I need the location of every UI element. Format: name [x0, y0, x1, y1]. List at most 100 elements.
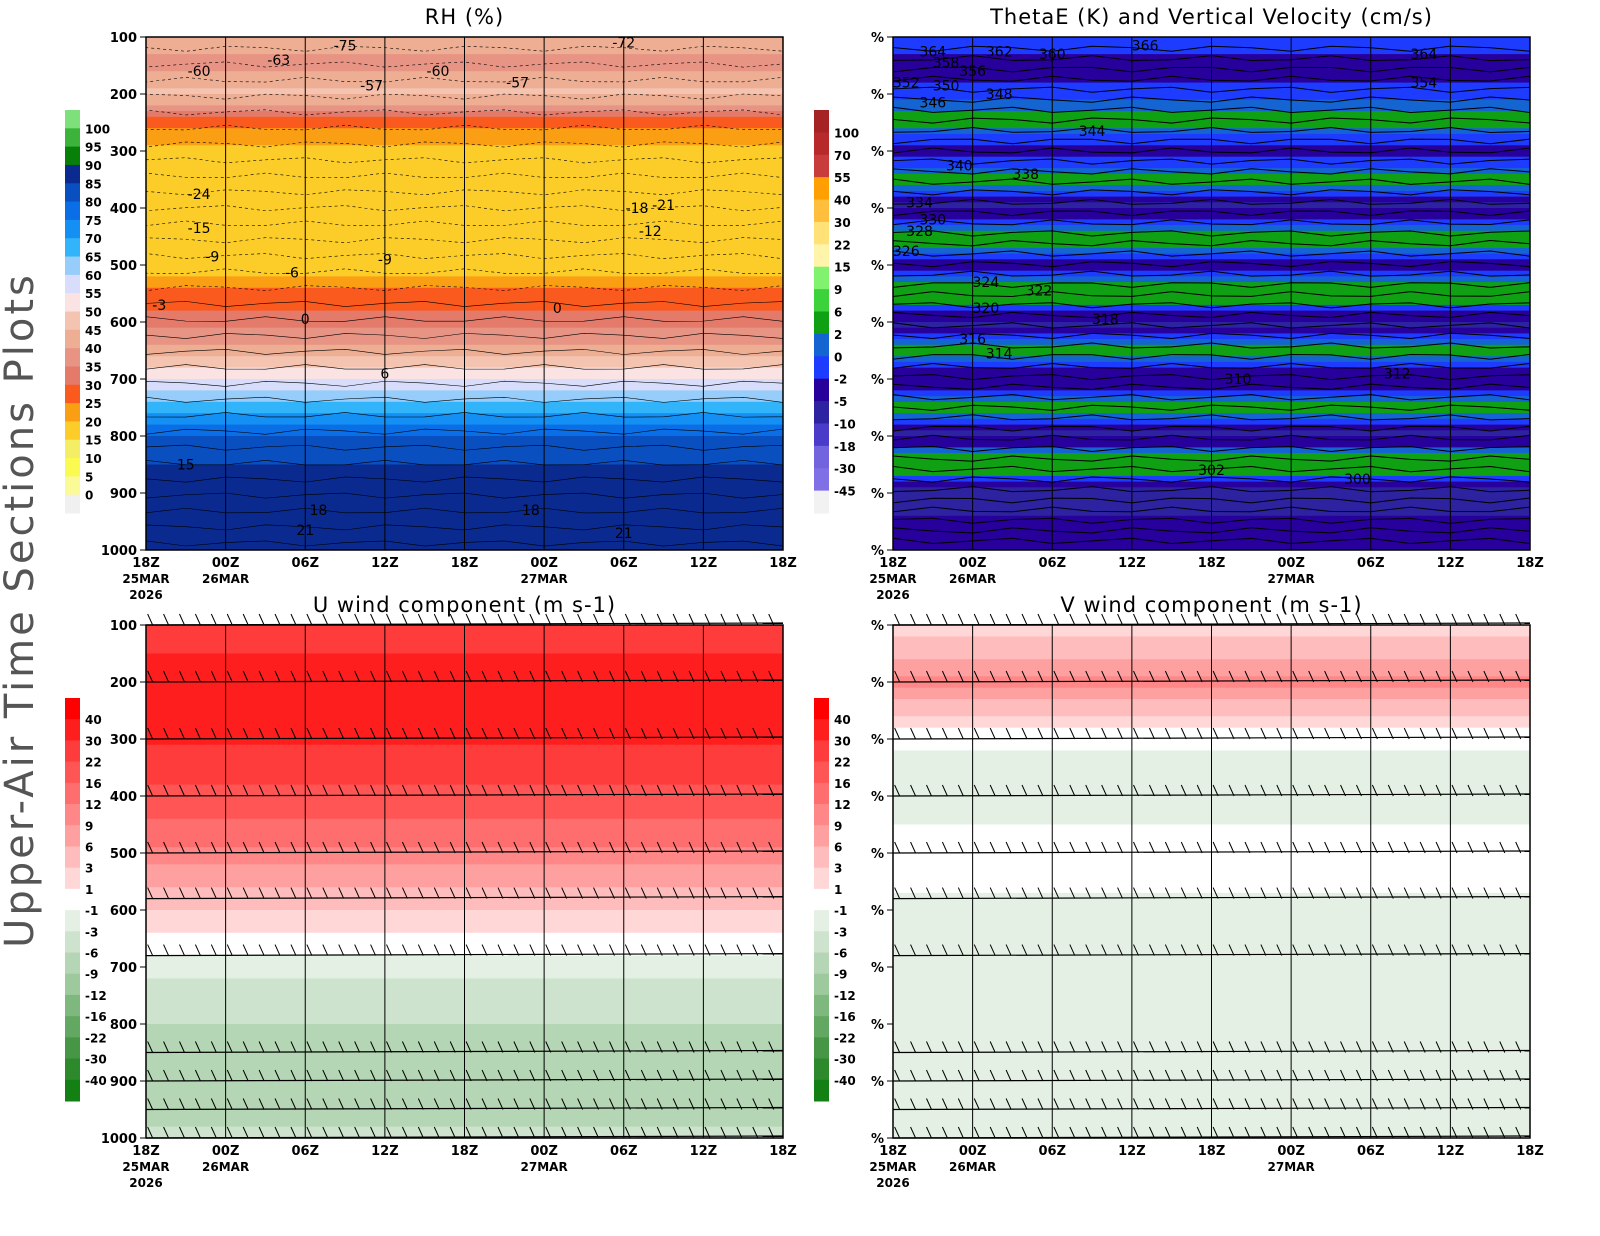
wind-barb: [973, 784, 980, 797]
wind-barb: [1292, 613, 1299, 626]
wind-barb: [720, 1126, 727, 1139]
wind-barb: [1085, 613, 1092, 626]
wind-barb-row: [145, 850, 784, 854]
wind-barb: [1037, 887, 1044, 899]
colorbar-swatch: [65, 846, 80, 869]
contour-line: [145, 205, 784, 212]
wind-barb: [989, 784, 996, 797]
wind-barb: [957, 1041, 964, 1053]
wind-barb: [274, 784, 281, 797]
wind-barb: [338, 670, 345, 683]
x-tick-label: 00Z: [959, 556, 987, 571]
colorbar-label: 9: [834, 819, 842, 833]
wind-barb: [529, 1098, 536, 1110]
wind-barb: [1148, 944, 1155, 956]
colorbar-swatch: [814, 698, 829, 720]
wind-barb: [1387, 1069, 1394, 1082]
wind-barb: [481, 1069, 488, 1082]
colorbar-swatch: [65, 238, 80, 258]
wind-barb: [704, 1098, 711, 1110]
contour-label: -9: [205, 249, 219, 265]
wind-barb: [1260, 841, 1267, 854]
contour-label: 21: [296, 523, 314, 539]
contour-line: [892, 374, 1531, 381]
wind-barb: [147, 887, 154, 899]
wind-barb: [1133, 887, 1139, 899]
wind-barb: [720, 670, 727, 683]
colorbar-label: 15: [834, 261, 851, 275]
wind-barb: [941, 1126, 948, 1139]
wind-barb: [194, 784, 201, 797]
colorbar-swatch: [65, 164, 80, 184]
wind-barb: [973, 727, 980, 740]
wind-barb-row: [892, 850, 1531, 854]
wind-barb: [1053, 784, 1060, 797]
contour-line: [892, 393, 1531, 401]
wind-barb: [704, 727, 711, 740]
wind-barb: [688, 784, 695, 797]
wind-barb: [513, 887, 520, 899]
wind-barb: [338, 1098, 345, 1110]
contour-line: [145, 333, 784, 339]
contour-label: 334: [906, 195, 933, 211]
colorbar-swatch: [65, 146, 80, 166]
wind-barb: [1419, 1126, 1426, 1139]
wind-barb: [226, 1069, 233, 1082]
wind-barb: [274, 613, 281, 626]
wind-barb: [1308, 1041, 1315, 1053]
wind-barb: [338, 944, 345, 956]
wind-barb: [926, 841, 932, 854]
wind-barb: [370, 841, 377, 854]
wind-barb: [449, 887, 456, 899]
contour-line: [145, 93, 784, 100]
wind-barb: [656, 613, 663, 626]
wind-barb: [910, 1098, 917, 1110]
wind-barb: [704, 841, 711, 854]
x-tick-date: 25MAR: [122, 572, 169, 586]
contour-line: [892, 261, 1531, 268]
wind-barb: [1069, 887, 1076, 899]
colorbar-label: 5: [85, 470, 93, 484]
wind-barb: [609, 727, 615, 740]
wind-barb: [577, 887, 584, 899]
wind-barb: [1499, 613, 1506, 626]
wind-barb: [194, 727, 201, 740]
contour-label: -21: [652, 198, 675, 214]
wind-barb: [1069, 1069, 1076, 1082]
wind-barb: [242, 1098, 249, 1110]
contour-label: 324: [973, 275, 1000, 291]
x-tick-label: 00Z: [1277, 556, 1305, 571]
wind-barb: [147, 1126, 154, 1139]
wind-barb: [210, 670, 217, 683]
wind-barb: [1276, 944, 1283, 956]
contour-line: [145, 380, 784, 387]
contour-label: 344: [1079, 124, 1106, 140]
contour-line: [145, 61, 784, 68]
wind-barb: [386, 670, 392, 683]
wind-barb: [768, 727, 775, 740]
colorbar-swatch: [65, 782, 80, 805]
x-tick-year: 2026: [876, 1176, 909, 1190]
x-tick-label: 12Z: [1118, 1144, 1146, 1159]
wind-barb: [989, 1041, 996, 1053]
y-tick-label: 400: [110, 790, 137, 805]
wind-barb: [465, 613, 472, 626]
wind-barb: [1276, 670, 1283, 683]
colorbar-swatch: [65, 384, 80, 404]
colorbar-swatch: [65, 458, 80, 477]
wind-barb: [1467, 1126, 1474, 1139]
wind-barb: [1451, 887, 1458, 899]
colorbar-swatch: [814, 973, 829, 996]
wind-barb: [179, 1098, 185, 1110]
contour-label: 360: [1039, 47, 1066, 63]
wind-barb: [1180, 944, 1187, 956]
contour-line: [145, 492, 784, 499]
wind-barb: [640, 841, 647, 854]
colorbar-label: 70: [834, 149, 851, 163]
wind-barb: [1196, 727, 1203, 740]
contour-line: [892, 383, 1531, 390]
wind-barb: [306, 613, 313, 626]
colorbar-label: 40: [85, 342, 102, 356]
wind-barb: [704, 784, 711, 797]
